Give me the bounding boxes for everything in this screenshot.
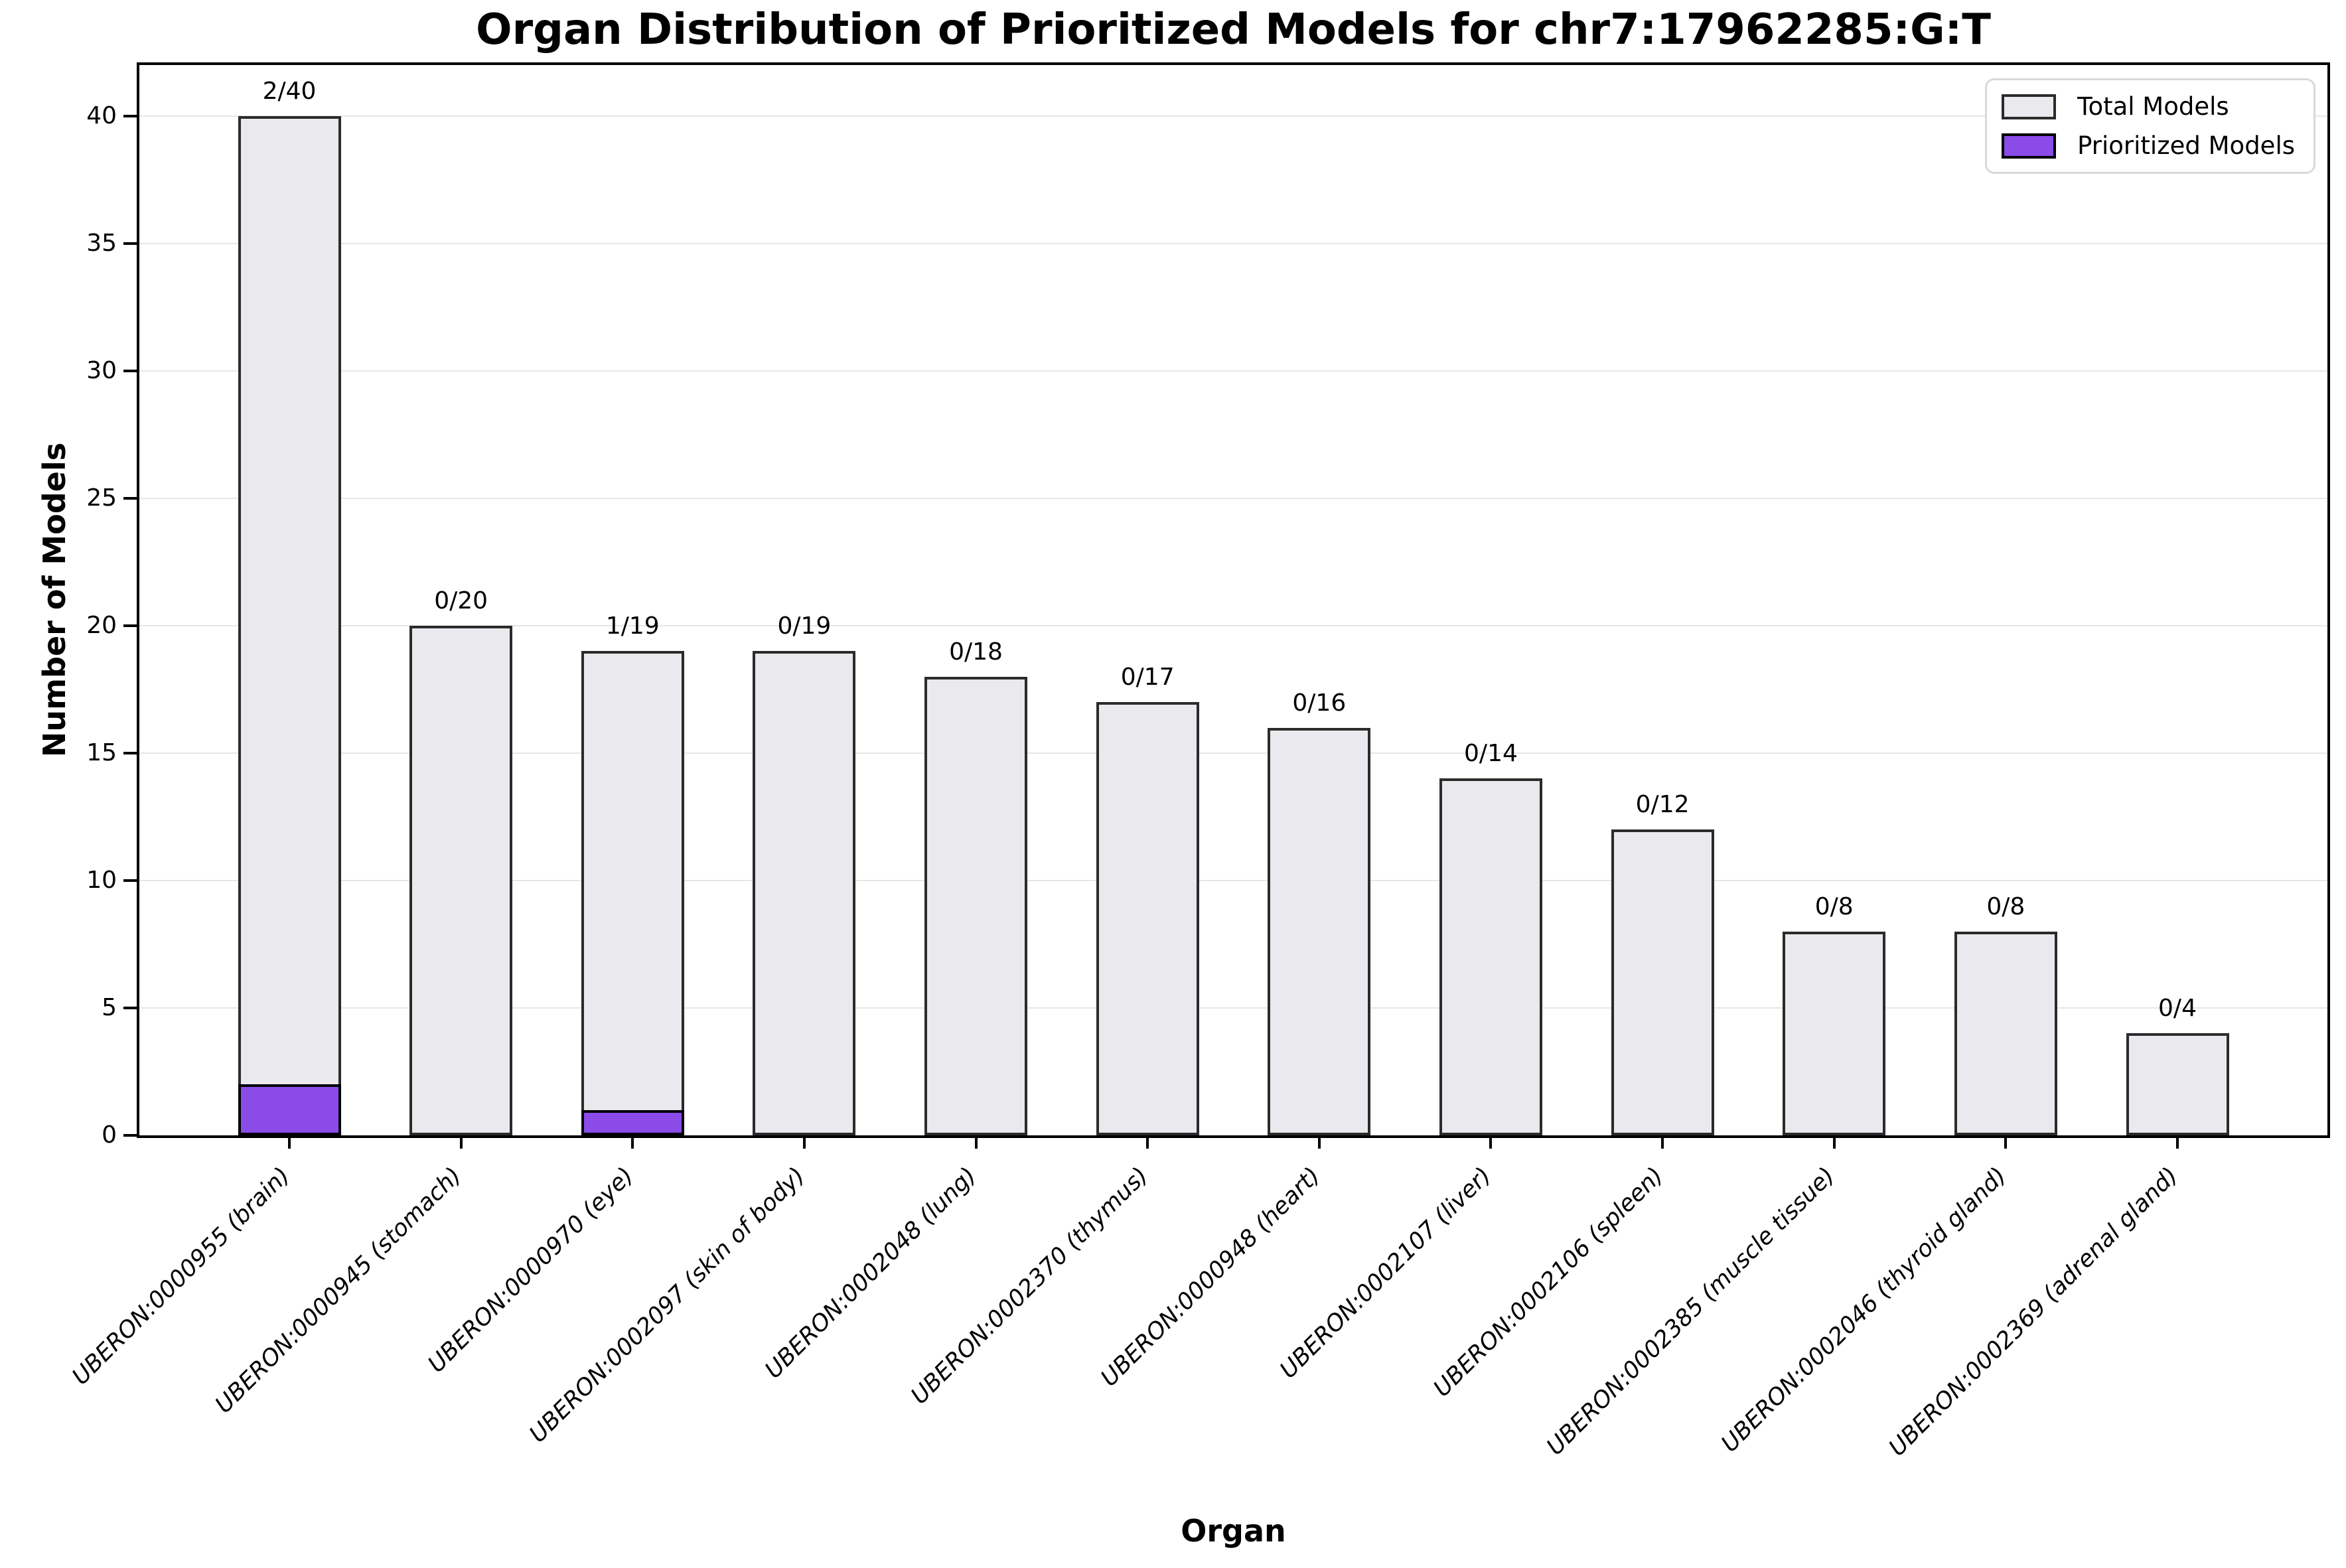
bar-value-label: 0/17 [1120, 664, 1175, 691]
x-tick [1317, 1135, 1321, 1149]
x-tick [459, 1135, 463, 1149]
y-tick-10 [123, 879, 137, 882]
bar-total [2126, 1033, 2229, 1135]
x-axis-label: Organ [1181, 1513, 1286, 1549]
bar-prioritized [238, 1084, 341, 1135]
legend-label-total-models: Total Models [2077, 92, 2229, 121]
x-tick [288, 1135, 291, 1149]
bar-prioritized [581, 1109, 684, 1135]
legend-row-prioritized: Prioritized Models [2002, 131, 2295, 160]
bar-value-label: 0/18 [949, 638, 1003, 666]
bar-total [1611, 829, 1714, 1135]
bar-total [1783, 931, 1886, 1135]
gridline-y-35 [139, 242, 2327, 244]
y-tick-label-20: 20 [86, 611, 117, 639]
gridline-y-25 [139, 497, 2327, 499]
y-tick-5 [123, 1006, 137, 1009]
legend-swatch-prioritized-models [2002, 133, 2057, 159]
x-tick-label: UBERON:0002369 (adrenal gland) [1884, 1162, 2183, 1462]
bar-value-label: 1/19 [605, 612, 660, 640]
bar-total [1954, 931, 2057, 1135]
x-tick [2004, 1135, 2008, 1149]
bar-value-label: 2/40 [262, 77, 317, 105]
x-tick-label: UBERON:0002097 (skin of body) [524, 1162, 810, 1449]
bar-value-label: 0/14 [1464, 740, 1518, 768]
x-tick [631, 1135, 634, 1149]
bar-value-label: 0/16 [1292, 689, 1347, 717]
y-tick-25 [123, 496, 137, 500]
bar-total [1439, 778, 1542, 1135]
y-tick-35 [123, 242, 137, 245]
bar-total [924, 676, 1028, 1135]
bar-value-label: 0/8 [1814, 892, 1854, 920]
x-tick-label: UBERON:0002385 (muscle tissue) [1542, 1162, 1840, 1461]
x-tick [1832, 1135, 1836, 1149]
x-tick [2176, 1135, 2179, 1149]
bar-value-label: 0/12 [1635, 791, 1690, 819]
y-tick-30 [123, 369, 137, 372]
gridline-y-5 [139, 1007, 2327, 1009]
legend-row-total: Total Models [2002, 92, 2295, 121]
bar-value-label: 0/8 [1986, 892, 2025, 920]
gridline-y-30 [139, 370, 2327, 372]
bar-total [753, 651, 856, 1135]
bar-value-label: 0/20 [434, 587, 488, 614]
y-tick-label-25: 25 [86, 484, 117, 512]
bar-total [581, 651, 684, 1135]
y-axis-label: Number of Models [37, 442, 72, 758]
gridline-y-40 [139, 115, 2327, 117]
x-tick [974, 1135, 978, 1149]
x-tick [802, 1135, 806, 1149]
gridline-y-10 [139, 879, 2327, 881]
y-tick-label-10: 10 [86, 866, 117, 894]
y-tick-0 [123, 1134, 137, 1137]
bar-total [238, 115, 341, 1135]
y-tick-label-35: 35 [86, 229, 117, 257]
legend: Total Models Prioritized Models [1985, 78, 2315, 174]
y-tick-label-0: 0 [102, 1121, 117, 1149]
legend-label-prioritized-models: Prioritized Models [2077, 131, 2295, 160]
bar-total [409, 625, 513, 1135]
x-tick [1146, 1135, 1149, 1149]
y-tick-20 [123, 624, 137, 627]
gridline-y-15 [139, 752, 2327, 754]
y-tick-15 [123, 751, 137, 754]
y-tick-label-5: 5 [102, 993, 117, 1021]
gridline-y-20 [139, 624, 2327, 626]
legend-swatch-total-models [2002, 94, 2057, 119]
plot-area: 2/40 0/20 1/19 0/19 0/18 0/17 0/16 0/14 0/12 0/8 0… [67, 62, 2330, 1462]
y-tick-label-15: 15 [86, 739, 117, 766]
x-tick [1661, 1135, 1664, 1149]
y-tick-label-40: 40 [86, 102, 117, 129]
x-tick-label: UBERON:0002046 (thyroid gland) [1716, 1162, 2012, 1458]
y-tick-40 [123, 114, 137, 117]
bar-value-label: 0/19 [777, 612, 832, 640]
y-tick-label-30: 30 [86, 356, 117, 384]
bar-total [1096, 702, 1199, 1135]
bar-total [1268, 727, 1371, 1135]
x-tick [1489, 1135, 1493, 1149]
bar-value-label: 0/4 [2158, 995, 2197, 1023]
chart-title: Organ Distribution of Prioritized Models… [476, 5, 1991, 54]
